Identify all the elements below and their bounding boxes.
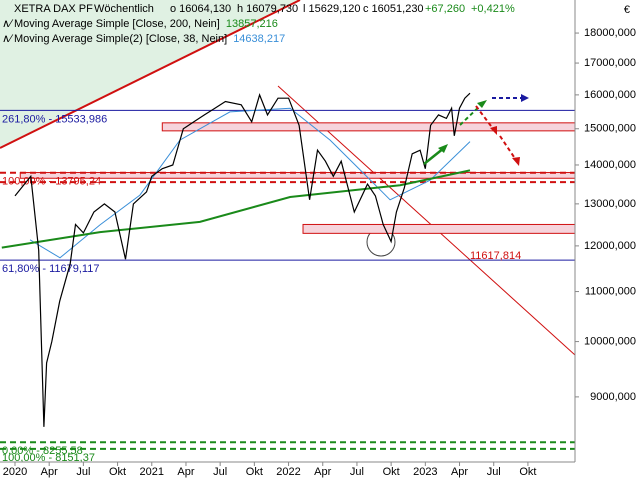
arrow-head bbox=[521, 94, 529, 102]
x-tick-label: Okt bbox=[383, 466, 400, 478]
arrow bbox=[459, 103, 483, 126]
x-tick-label: Apr bbox=[41, 466, 58, 478]
arrow bbox=[499, 135, 517, 161]
series-line bbox=[29, 107, 471, 259]
arrow-head bbox=[438, 144, 448, 153]
x-tick-label: Jul bbox=[213, 466, 227, 478]
y-tick-label: 11000,000 bbox=[585, 285, 636, 297]
arrow bbox=[423, 147, 445, 165]
y-tick-label: 10000,000 bbox=[584, 335, 636, 347]
arrow-head bbox=[512, 157, 520, 166]
level-label: 100,00% - 8151,37 bbox=[2, 452, 95, 464]
y-tick-label: 13000,000 bbox=[584, 198, 636, 210]
x-tick-label: Apr bbox=[314, 466, 331, 478]
arrow-head bbox=[490, 126, 497, 135]
series-line bbox=[1, 169, 471, 249]
arrows bbox=[423, 94, 529, 166]
interval: Wöchentlich bbox=[94, 3, 154, 15]
y-tick-label: 14000,000 bbox=[584, 159, 636, 171]
change: +67,260 bbox=[425, 3, 465, 15]
x-tick-label: 2022 bbox=[276, 466, 300, 478]
x-tick-label: 2020 bbox=[3, 466, 27, 478]
symbol: XETRA DAX PF bbox=[14, 3, 93, 15]
currency: € bbox=[624, 4, 630, 16]
y-tick-label: 17000,000 bbox=[584, 57, 636, 69]
legend-icon: ∧∕ bbox=[2, 33, 14, 45]
legend-value: 13857,216 bbox=[226, 18, 278, 30]
y-tick-label: 9000,000 bbox=[590, 391, 636, 403]
open: o 16064,130 bbox=[170, 3, 231, 15]
x-tick-label: Okt bbox=[246, 466, 263, 478]
level-label: 261,80% - 15533,986 bbox=[2, 113, 107, 125]
x-tick-label: Jul bbox=[76, 466, 90, 478]
y-tick-label: 12000,000 bbox=[584, 240, 636, 252]
y-tick-label: 18000,000 bbox=[584, 27, 636, 39]
x-tick-label: 2021 bbox=[140, 466, 164, 478]
x-tick-label: Okt bbox=[519, 466, 536, 478]
legend-value: 14638,217 bbox=[233, 33, 285, 45]
y-tick-label: 16000,000 bbox=[584, 89, 636, 101]
x-tick-label: Okt bbox=[109, 466, 126, 478]
legend-icon: ∧∕ bbox=[2, 18, 14, 30]
support-zone bbox=[302, 223, 576, 234]
trend-line bbox=[0, 0, 301, 149]
y-tick-label: 15000,000 bbox=[584, 123, 636, 135]
plot: 261,80% - 15533,986100,00% - 13795,2461,… bbox=[0, 92, 576, 464]
x-tick-label: Jul bbox=[350, 466, 364, 478]
low: l 15629,120 bbox=[303, 3, 361, 15]
x-tick-label: Apr bbox=[177, 466, 194, 478]
header: XETRA DAX PF Wöchentlich o 16064,130 h 1… bbox=[14, 3, 515, 15]
change-pct: +0,421% bbox=[471, 3, 515, 15]
support-zone bbox=[161, 122, 576, 132]
x-tick-label: Apr bbox=[451, 466, 468, 478]
trend-label: 11617,814 bbox=[470, 250, 521, 262]
level-label: 61,80% - 11679,117 bbox=[2, 263, 99, 275]
arrow bbox=[475, 105, 495, 131]
series-line bbox=[14, 92, 471, 427]
arrow-head bbox=[477, 100, 487, 108]
high: h 16079,730 bbox=[237, 3, 298, 15]
x-tick-label: Jul bbox=[487, 466, 501, 478]
close: c 16051,230 bbox=[363, 3, 424, 15]
legend-label: Moving Average Simple(2) [Close, 38, Nei… bbox=[14, 33, 227, 45]
x-tick-label: 2023 bbox=[413, 466, 437, 478]
legend-label: Moving Average Simple [Close, 200, Nein] bbox=[14, 18, 220, 30]
